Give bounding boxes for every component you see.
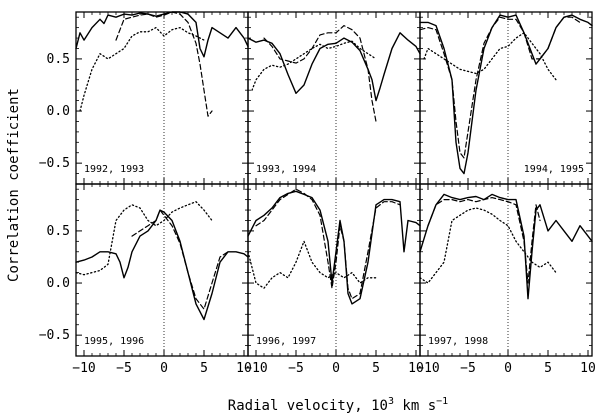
panel-6: −10 −5 0 5 10 1997, 1998 <box>416 183 596 376</box>
y-tick-label: 0.0 <box>47 276 70 291</box>
series-dashed-line <box>115 11 213 117</box>
x-tick-label: −10 <box>416 361 439 376</box>
y-tick-label: −0.5 <box>39 328 70 343</box>
panel-frame <box>419 11 593 185</box>
series-solid-line <box>419 14 593 175</box>
series-dashed-line <box>131 209 229 310</box>
panel-5: −10 −5 0 5 10 1996, 1997 <box>244 183 424 376</box>
x-tick-label: 10 <box>236 361 252 376</box>
x-tick-label: 10 <box>408 361 424 376</box>
panel-frame <box>247 11 421 185</box>
x-tick-label: 0 <box>332 361 340 376</box>
series-dotted-line <box>251 40 377 91</box>
panel-label: 1992, 1993 <box>84 164 144 175</box>
x-tick-label: 10 <box>580 361 596 376</box>
y-tick-label: 0.0 <box>47 104 70 119</box>
panel-3: 1994, 1995 <box>419 11 593 185</box>
panel-frame <box>419 183 593 357</box>
x-tick-label: 0 <box>504 361 512 376</box>
x-axis-label-unit-exponent: −1 <box>436 396 448 407</box>
x-axis-label: Radial velocity, 103 km s−1 <box>228 396 448 414</box>
panel-label: 1996, 1997 <box>256 336 316 347</box>
x-tick-label: −10 <box>244 361 267 376</box>
x-tick-label: 5 <box>200 361 208 376</box>
series-solid-line <box>419 193 593 300</box>
panel-2: 1993, 1994 <box>247 11 421 185</box>
x-tick-label: −5 <box>460 361 476 376</box>
series-dotted-line <box>247 240 377 289</box>
x-tick-label: 5 <box>544 361 552 376</box>
x-tick-label: −10 <box>72 361 95 376</box>
x-tick-label: 5 <box>372 361 380 376</box>
x-axis-label-unit: km s <box>394 398 436 414</box>
series-dashed-line <box>255 188 401 300</box>
series-dashed-line <box>419 16 581 159</box>
series-solid-line <box>247 32 421 102</box>
series-solid-line <box>247 190 421 305</box>
panel-frame <box>75 183 249 357</box>
panel-label: 1997, 1998 <box>428 336 488 347</box>
series-dotted-line <box>75 201 213 276</box>
x-tick-label: 0 <box>160 361 168 376</box>
x-axis-label-exponent: 3 <box>388 396 394 407</box>
series-solid-line <box>75 209 249 321</box>
series-solid-line <box>75 11 249 58</box>
series-dotted-line <box>79 26 205 112</box>
series-dashed-line <box>263 25 377 123</box>
series-dotted-line <box>423 32 557 81</box>
y-axis-label: Correlation coefficient <box>6 88 22 282</box>
x-tick-label: −5 <box>116 361 132 376</box>
panel-label: 1995, 1996 <box>84 336 144 347</box>
x-axis-label-text: Radial velocity, 10 <box>228 398 388 414</box>
panel-grid: −0.5 0.0 0.5 1992, 1993 1993, 1994 1994, 1995… <box>39 11 596 376</box>
panel-4: −10 −5 0 5 10 −0.5 0.0 0.5 1995, 1996 <box>39 183 252 376</box>
y-tick-label: −0.5 <box>39 156 70 171</box>
series-dotted-line <box>419 207 557 284</box>
y-tick-label: 0.5 <box>47 52 70 67</box>
panel-1: −0.5 0.0 0.5 1992, 1993 <box>39 11 249 185</box>
panel-label: 1993, 1994 <box>256 164 316 175</box>
x-tick-label: −5 <box>288 361 304 376</box>
panel-label: 1994, 1995 <box>524 164 584 175</box>
series-dashed-line <box>427 197 541 284</box>
panel-frame <box>75 11 249 185</box>
y-tick-label: 0.5 <box>47 224 70 239</box>
